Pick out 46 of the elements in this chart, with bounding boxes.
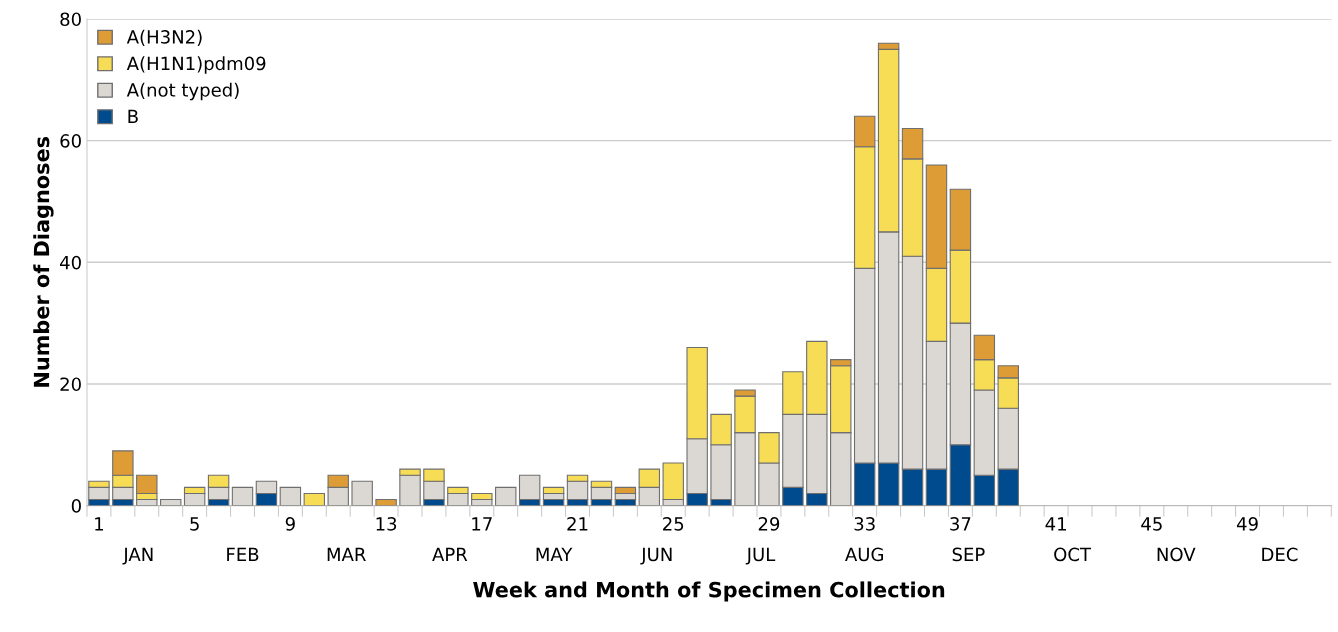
x-tick-label: 21 bbox=[567, 517, 588, 531]
x-tick-label: 5 bbox=[190, 517, 199, 531]
y-tick-label: 80 bbox=[60, 12, 81, 27]
y-tick-label: 40 bbox=[60, 255, 81, 270]
text: JUN bbox=[640, 547, 672, 565]
x-tick-label: 37 bbox=[950, 517, 971, 531]
text: APR bbox=[432, 547, 468, 561]
x-tick-label: 25 bbox=[663, 517, 684, 531]
bar bbox=[495, 486, 517, 506]
y-tick-label: 0 bbox=[71, 499, 81, 513]
x-tick-label: 29 bbox=[758, 517, 780, 531]
text: OCT bbox=[1054, 547, 1092, 562]
legend-label: A(H1N1)pdm09 bbox=[126, 56, 266, 74]
bar bbox=[279, 486, 302, 506]
text: SEP bbox=[952, 547, 985, 562]
bar bbox=[471, 492, 493, 501]
legend-label: A(H3N2) bbox=[126, 29, 202, 46]
x-tick-label: 9 bbox=[285, 517, 295, 531]
text: AUG bbox=[845, 547, 883, 562]
text: MAR bbox=[327, 547, 366, 561]
bar bbox=[662, 462, 684, 501]
x-axis-title: Week and Month of Specimen Collection bbox=[473, 581, 945, 602]
text: JAN bbox=[122, 547, 153, 565]
x-tick-label: 45 bbox=[1141, 517, 1162, 531]
text: JUL bbox=[745, 547, 776, 565]
x-tick-label: 33 bbox=[854, 517, 875, 531]
legend-label: A(not typed) bbox=[126, 82, 239, 101]
bar bbox=[518, 474, 541, 501]
bar bbox=[375, 498, 397, 506]
y-tick-label: 60 bbox=[60, 134, 81, 148]
y-tick-label: 20 bbox=[60, 377, 81, 392]
x-tick-label: 13 bbox=[376, 517, 397, 531]
text: NOV bbox=[1157, 547, 1196, 562]
text: FEB bbox=[227, 547, 259, 561]
x-tick-label: 17 bbox=[472, 517, 492, 531]
legend-label: B bbox=[128, 109, 138, 124]
text: DEC bbox=[1262, 547, 1298, 562]
y-axis-title: Number of Diagnoses bbox=[33, 136, 54, 387]
x-tick-label: 49 bbox=[1236, 517, 1258, 531]
text: MAY bbox=[536, 547, 573, 561]
bar bbox=[231, 486, 254, 506]
x-tick-label: 1 bbox=[95, 517, 104, 531]
bar bbox=[351, 480, 373, 506]
x-tick-label: 41 bbox=[1045, 517, 1066, 531]
bar bbox=[303, 492, 326, 506]
bar bbox=[159, 498, 182, 506]
